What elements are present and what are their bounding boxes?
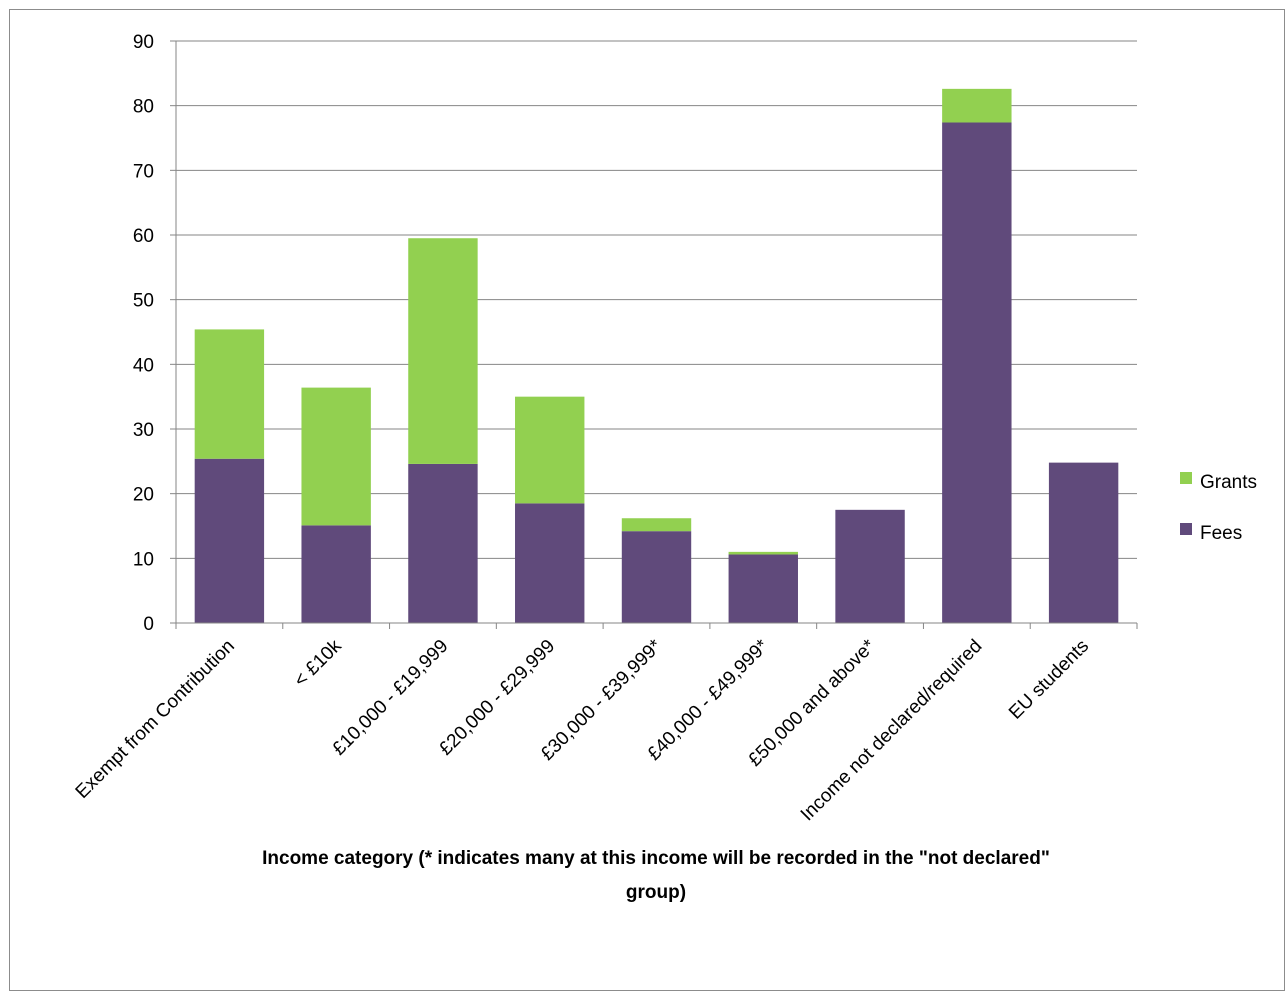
x-axis-tick-labels: Exempt from Contribution < £10k£10,000 - … bbox=[72, 635, 1093, 825]
y-tick-label: 20 bbox=[133, 485, 154, 506]
bar-fees-4 bbox=[621, 531, 692, 623]
bar-fees-6 bbox=[835, 509, 905, 623]
bar-grants-2 bbox=[408, 238, 478, 464]
y-tick-label: 90 bbox=[133, 32, 154, 53]
y-axis-tick-labels: 0 10 20 30 40 50 60 70 80 90 bbox=[133, 32, 154, 635]
x-tick-label: Exempt from Contribution bbox=[72, 636, 239, 803]
x-tick-label: £20,000 - £29,999 bbox=[435, 636, 559, 760]
x-tick-label: £10,000 - £19,999 bbox=[329, 636, 453, 760]
bar-grants-1 bbox=[301, 387, 371, 526]
bar-grants-5 bbox=[728, 551, 798, 555]
y-tick-label: 40 bbox=[133, 355, 154, 376]
legend-swatch-grants bbox=[1180, 472, 1192, 484]
y-tick-label: 30 bbox=[133, 420, 154, 441]
y-tick-label: 60 bbox=[133, 226, 154, 247]
x-axis-title: Income category (* indicates many at thi… bbox=[262, 848, 1050, 903]
y-tick-label: 80 bbox=[133, 97, 154, 118]
bar-grants-3 bbox=[515, 396, 585, 504]
bar-fees-0 bbox=[194, 458, 265, 623]
bar-fees-1 bbox=[301, 525, 371, 623]
bar-fees-7 bbox=[942, 122, 1012, 623]
bar-fees-3 bbox=[515, 503, 585, 623]
legend-label-grants: Grants bbox=[1200, 472, 1257, 493]
legend-swatch-fees bbox=[1180, 523, 1192, 535]
bars bbox=[194, 88, 1119, 623]
x-axis-title-line-2: group) bbox=[626, 882, 686, 903]
x-tick-label: EU students bbox=[1005, 636, 1093, 724]
bar-fees-8 bbox=[1048, 462, 1119, 623]
y-tick-label: 0 bbox=[143, 614, 154, 635]
bar-grants-0 bbox=[194, 329, 265, 459]
y-tick-label: 10 bbox=[133, 549, 154, 570]
bar-fees-2 bbox=[408, 463, 478, 623]
y-tick-label: 70 bbox=[133, 161, 154, 182]
bar-grants-4 bbox=[621, 518, 692, 532]
bar-grants-7 bbox=[942, 88, 1012, 123]
y-tick-label: 50 bbox=[133, 291, 154, 312]
legend-label-fees: Fees bbox=[1200, 523, 1242, 544]
bar-fees-5 bbox=[728, 554, 798, 623]
x-tick-label: Income not declared/required bbox=[797, 636, 987, 826]
x-tick-label: < £10k bbox=[290, 635, 346, 691]
x-axis-title-line-1: Income category (* indicates many at thi… bbox=[262, 848, 1050, 869]
legend: Grants Fees bbox=[1180, 472, 1257, 544]
